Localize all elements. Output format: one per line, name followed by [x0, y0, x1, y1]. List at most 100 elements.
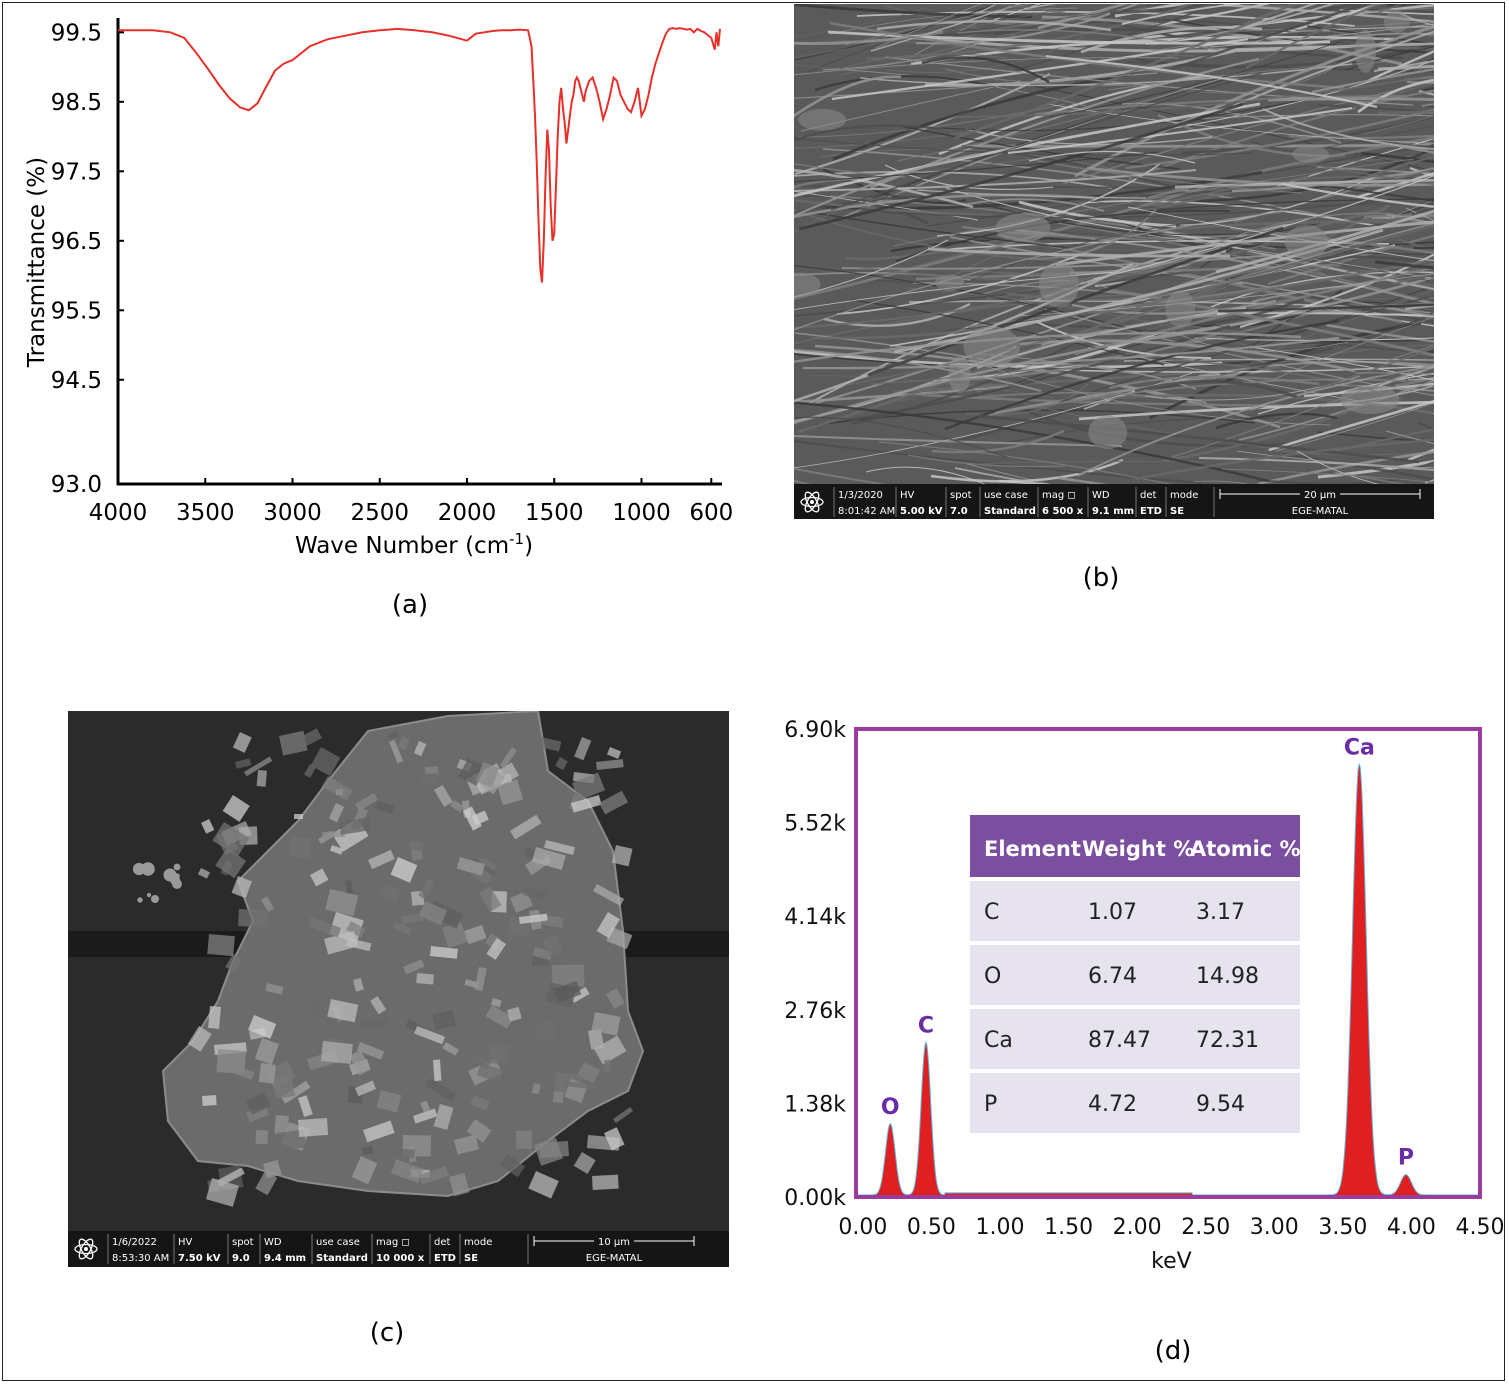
peak-label-c: C [918, 1013, 934, 1038]
crystal-fragment [310, 868, 329, 887]
crystal-fragment [476, 762, 500, 788]
edx-chart: 6.90k 5.52k 4.14k 2.76k 1.38k 0.00k 0.00 0.50 1.… [784, 718, 1505, 1274]
x-tick-label: 1000 [612, 500, 671, 526]
crystal-fragment [554, 981, 582, 1003]
y-tick-label: 97.5 [51, 159, 102, 185]
crystal-fragment [479, 886, 502, 912]
fiber [1323, 357, 1434, 368]
sem-field-value: 6 500 x [1042, 506, 1084, 517]
crystal-fragment [272, 1074, 296, 1100]
fiber [1019, 339, 1356, 373]
fiber [1094, 258, 1434, 315]
fiber [1289, 125, 1434, 156]
table-cell: 14.98 [1196, 964, 1259, 989]
table-cell: 9.54 [1196, 1092, 1245, 1117]
peak-label-ca: Ca [1344, 735, 1375, 760]
crystal-fragment [353, 977, 364, 992]
fiber [1268, 399, 1434, 452]
crystal-fragment [531, 1083, 541, 1095]
sem-field-name: use case [984, 490, 1028, 501]
fiber [1135, 223, 1434, 309]
fiber [794, 416, 1010, 459]
fiber [794, 271, 1189, 317]
plot-border [854, 727, 1482, 1199]
fiber [1274, 287, 1434, 324]
crystal-fragment [471, 1053, 491, 1070]
fiber [1357, 171, 1434, 199]
crystal-fragment [536, 1019, 558, 1042]
crystal-fragment [201, 1095, 217, 1106]
fiber-clump [798, 108, 847, 131]
crystal-fragment [322, 830, 346, 838]
fiber [1365, 8, 1434, 14]
crystal-fragment [334, 1122, 359, 1143]
crystal-fragment [403, 959, 425, 975]
crystal-fragment [390, 857, 418, 883]
fiber [794, 4, 941, 38]
table-header-bg [970, 815, 1300, 877]
x-tick-label: 4.50 [1456, 1215, 1505, 1240]
fiber [986, 207, 1386, 301]
x-tick-label: 600 [689, 500, 733, 526]
crystal-fragment [496, 779, 523, 806]
x-tick-label: 3.50 [1318, 1215, 1367, 1240]
crystal-fragment [397, 736, 410, 751]
fiber [794, 152, 980, 218]
fiber [794, 348, 1042, 392]
fiber [962, 198, 1105, 212]
atom-nucleus [84, 1247, 88, 1251]
crystal-fragment [606, 988, 625, 1009]
fiber [1251, 283, 1372, 303]
lab-name: EGE-MATAL [1292, 506, 1349, 517]
fiber [1272, 308, 1434, 318]
crystal-fragment [448, 1172, 470, 1197]
fiber [1354, 372, 1434, 376]
fiber [982, 203, 1266, 236]
crystal-fragment [320, 1041, 353, 1065]
fiber-clump [1038, 262, 1079, 308]
fiber [794, 401, 1270, 483]
atom-logo-icon [800, 491, 824, 513]
crystal-fragment [519, 913, 548, 924]
crystal-fragment [606, 927, 633, 950]
fiber [1383, 306, 1434, 315]
fiber [988, 378, 1408, 416]
small-debris [173, 863, 181, 871]
crystal-fragment [509, 814, 542, 840]
fiber [1296, 161, 1434, 186]
fiber [844, 4, 1032, 46]
crystal-fragment [248, 1015, 277, 1039]
sem-field-name: WD [1092, 490, 1110, 501]
fiber [866, 4, 1196, 61]
fiber [1125, 108, 1434, 170]
fiber [955, 4, 1165, 33]
crystal-fragment [355, 1080, 377, 1097]
fiber [1325, 428, 1434, 454]
x-tick-label: 3.00 [1250, 1215, 1299, 1240]
fiber [1121, 4, 1244, 25]
sem-field-name: mode [464, 1237, 492, 1248]
fiber [1411, 207, 1434, 216]
fiber [1155, 4, 1270, 27]
sem-field-value: SE [464, 1253, 478, 1264]
y-tick-label: 99.5 [51, 20, 102, 46]
fiber [975, 460, 1203, 465]
crystal-fragment [346, 921, 366, 938]
y-tick-label: 2.76k [784, 999, 846, 1024]
crystal-fragment [327, 999, 359, 1023]
fiber-clump [995, 213, 1051, 242]
crystal-fragment [215, 848, 247, 879]
sem-field-value: 9.1 mm [1092, 506, 1134, 517]
fiber [930, 458, 1124, 483]
crystal-fragment [499, 747, 517, 769]
fiber [794, 102, 1261, 198]
fiber [1192, 337, 1434, 341]
crystal-fragment [222, 795, 250, 822]
fiber [1109, 4, 1217, 15]
fiber [1181, 115, 1434, 155]
y-tick-label: 1.38k [784, 1092, 846, 1117]
sem-field-value: SE [1170, 506, 1184, 517]
panel-label-b: (b) [1082, 563, 1120, 593]
fiber [931, 429, 1065, 454]
crystal-fragment [307, 917, 342, 938]
